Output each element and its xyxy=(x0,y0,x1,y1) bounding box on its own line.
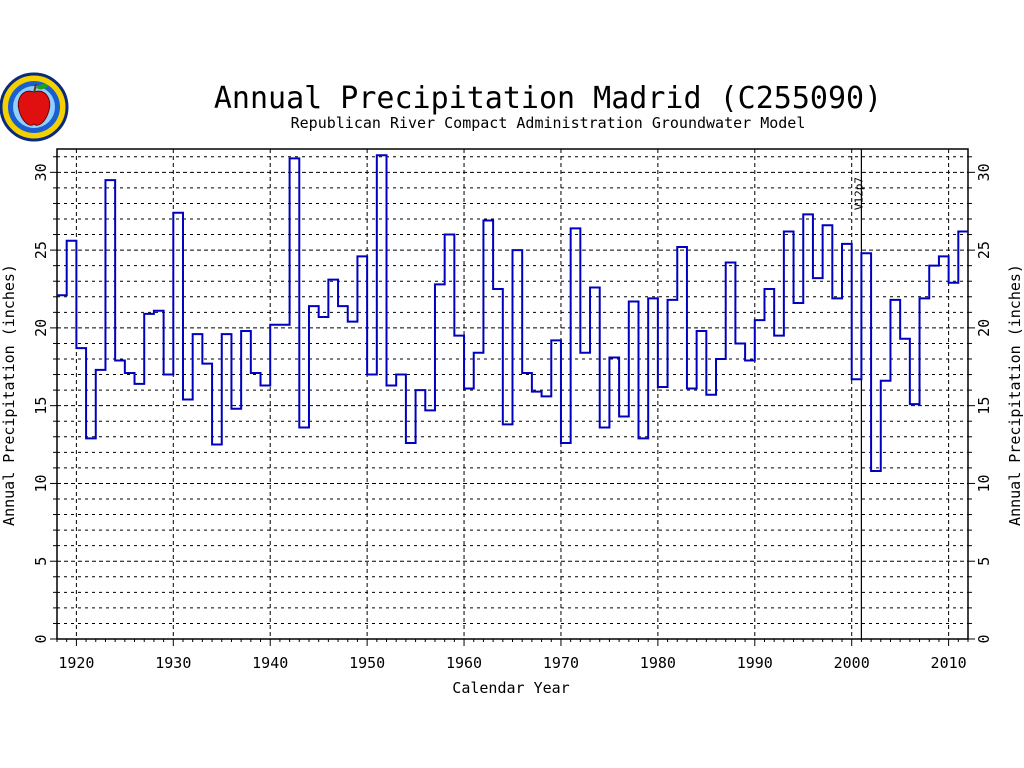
series-group xyxy=(57,154,968,472)
y-tick-label-right: 10 xyxy=(975,474,993,492)
chart-title: Annual Precipitation Madrid (C255090) xyxy=(214,81,882,116)
apple-seal-logo xyxy=(0,72,69,142)
chart-subtitle: Republican River Compact Administration … xyxy=(291,114,806,132)
y-axis-label-left: Annual Precipitation (inches) xyxy=(0,264,18,526)
y-tick-label-right: 0 xyxy=(975,634,993,643)
y-tick-label-right: 25 xyxy=(975,241,993,259)
y-tick-label-right: 5 xyxy=(975,557,993,566)
x-tick-label: 1980 xyxy=(640,654,676,672)
x-tick-label: 1920 xyxy=(58,654,94,672)
x-tick-label: 1960 xyxy=(446,654,482,672)
series-line xyxy=(57,154,968,472)
x-tick-label: 1950 xyxy=(349,654,385,672)
x-tick-label: 2000 xyxy=(834,654,870,672)
y-tick-label-left: 30 xyxy=(32,163,50,181)
y-tick-label-right: 20 xyxy=(975,319,993,337)
y-tick-label-right: 30 xyxy=(975,163,993,181)
x-tick-label: 1970 xyxy=(543,654,579,672)
y-tick-label-left: 5 xyxy=(32,557,50,566)
x-tick-label: 1930 xyxy=(155,654,191,672)
y-tick-label-right: 15 xyxy=(975,397,993,415)
y-tick-label-left: 25 xyxy=(32,241,50,259)
x-tick-label: 1940 xyxy=(252,654,288,672)
x-tick-label: 2010 xyxy=(931,654,967,672)
axis-ticks: 0 0 5 5 10 10 15 15 20 20 25 25 30 30 1920 1930 1940 1950… xyxy=(32,156,993,672)
model-version-marker-label: V12p7 xyxy=(852,177,865,210)
x-tick-label: 1990 xyxy=(737,654,773,672)
y-axis-label-right: Annual Precipitation (inches) xyxy=(1006,264,1024,526)
x-axis-label: Calendar Year xyxy=(452,679,569,697)
y-tick-label-left: 15 xyxy=(32,397,50,415)
y-tick-label-left: 0 xyxy=(32,634,50,643)
y-tick-label-left: 20 xyxy=(32,319,50,337)
y-tick-label-left: 10 xyxy=(32,474,50,492)
